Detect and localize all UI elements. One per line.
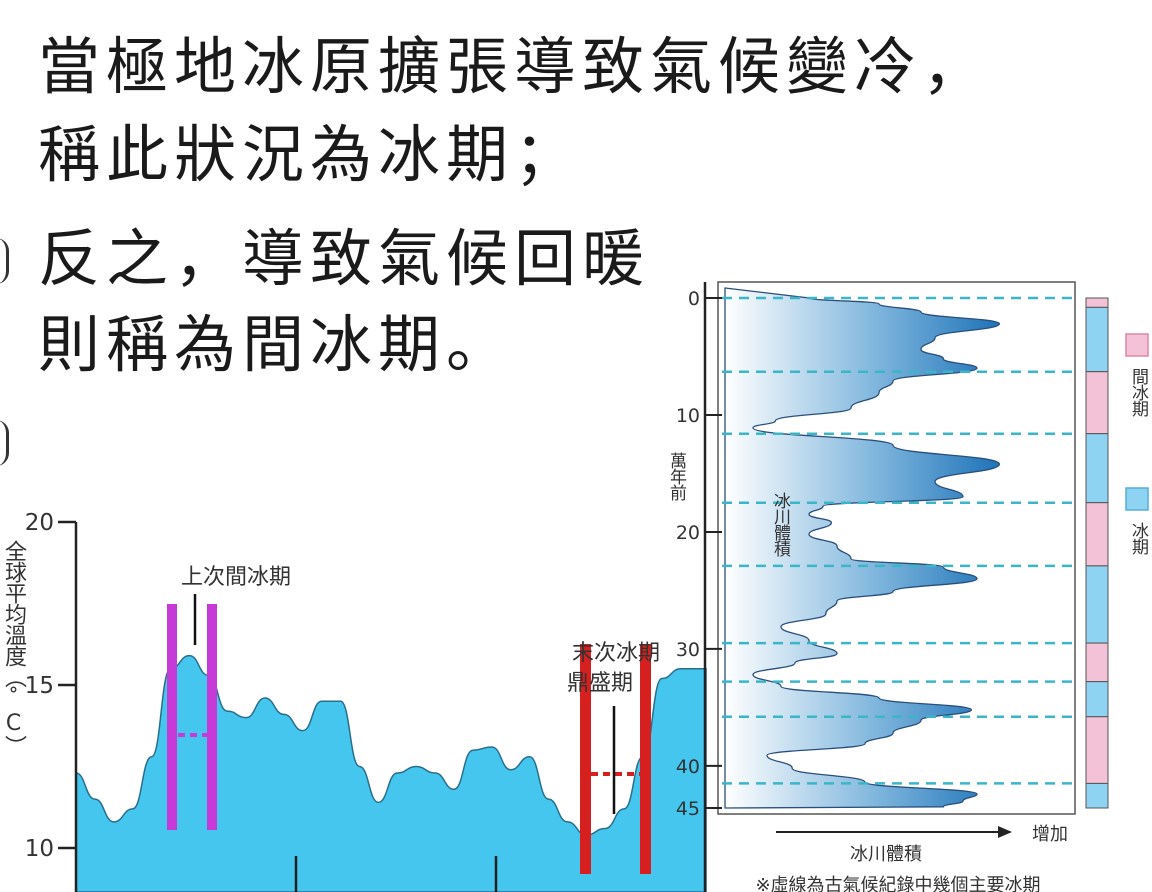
ice-years-tick-label: 10 bbox=[676, 405, 700, 427]
edge-bracket-mark bbox=[0, 420, 9, 466]
ice-years-unit-label: 萬年前 bbox=[666, 452, 686, 500]
phase-segment bbox=[1085, 565, 1109, 644]
glacial-max-bar-right bbox=[640, 644, 651, 874]
legend-swatch-interglacial bbox=[1125, 333, 1149, 357]
interglacial-bar-left bbox=[167, 604, 177, 830]
temperature-x-ticks bbox=[294, 856, 498, 892]
phase-segment bbox=[1085, 433, 1109, 504]
interglacial-bar-right bbox=[207, 604, 217, 830]
temperature-chart: 20 15 10 上次間冰期 末次冰期 鼎盛期 bbox=[25, 510, 707, 892]
last-glacial-max-marker: 末次冰期 鼎盛期 bbox=[567, 641, 660, 874]
phase-segment bbox=[1085, 716, 1109, 784]
major-glacial-dashed-lines bbox=[722, 296, 1076, 785]
phase-segment bbox=[1085, 782, 1109, 809]
ice-years-tick-label: 45 bbox=[676, 798, 700, 820]
footnote: ※虛線為古氣候紀錄中幾個主要冰期 bbox=[755, 875, 1040, 892]
phase-segment bbox=[1085, 371, 1109, 435]
ice-years-ticks: 0 10 20 30 40 45 bbox=[676, 288, 722, 820]
phase-segment bbox=[1085, 681, 1109, 718]
phase-segment bbox=[1085, 306, 1109, 373]
temperature-y-tick-label: 20 bbox=[25, 510, 54, 536]
legend-swatch-glacial bbox=[1125, 487, 1149, 511]
ice-volume-xlabel: 冰川體積 bbox=[850, 844, 922, 865]
temperature-y-ticks: 20 15 10 bbox=[25, 510, 76, 862]
ice-volume-area-label: 冰川體積 bbox=[770, 492, 790, 556]
phase-segment bbox=[1085, 297, 1109, 308]
temperature-y-tick-label: 10 bbox=[25, 836, 54, 862]
temperature-y-tick-label: 15 bbox=[25, 673, 54, 699]
ice-years-tick-label: 30 bbox=[676, 639, 700, 661]
edge-bracket-mark bbox=[0, 238, 9, 284]
ice-years-tick-label: 0 bbox=[688, 288, 700, 310]
last-interglacial-marker: 上次間冰期 bbox=[167, 565, 291, 830]
ice-volume-area bbox=[724, 287, 1001, 809]
ice-volume-chart: 0 10 20 30 40 45 增加 冰川體積 ※虛線為古氣候紀錄中幾個主要冰期 bbox=[676, 281, 1149, 892]
arrow-head-icon bbox=[998, 826, 1012, 838]
last-interglacial-label: 上次間冰期 bbox=[181, 565, 291, 590]
headline-line-1: 當極地冰原擴張導致氣候變冷， bbox=[38, 30, 991, 103]
last-glacial-max-label: 末次冰期 bbox=[572, 641, 660, 666]
last-glacial-max-label-line-2: 鼎盛期 bbox=[567, 671, 633, 696]
phase-segment bbox=[1085, 642, 1109, 683]
headline-line-4: 則稱為間冰期。 bbox=[38, 308, 515, 381]
headline-line-3: 反之，導致氣候回暖 bbox=[38, 222, 651, 295]
ice-years-tick-label: 20 bbox=[676, 522, 700, 544]
ice-years-tick-label: 40 bbox=[676, 756, 700, 778]
glacial-max-bar-left bbox=[580, 644, 591, 874]
legend-label-glacial: 冰期 bbox=[1128, 522, 1148, 554]
increase-label: 增加 bbox=[1032, 824, 1068, 845]
phase-segment bbox=[1085, 502, 1109, 567]
legend-label-interglacial: 間冰期 bbox=[1128, 368, 1148, 416]
headline-line-2: 稱此狀況為冰期； bbox=[38, 118, 583, 191]
phase-bar bbox=[1085, 297, 1109, 809]
temperature-y-label: 全球平均溫度（˚C） bbox=[1, 540, 26, 756]
